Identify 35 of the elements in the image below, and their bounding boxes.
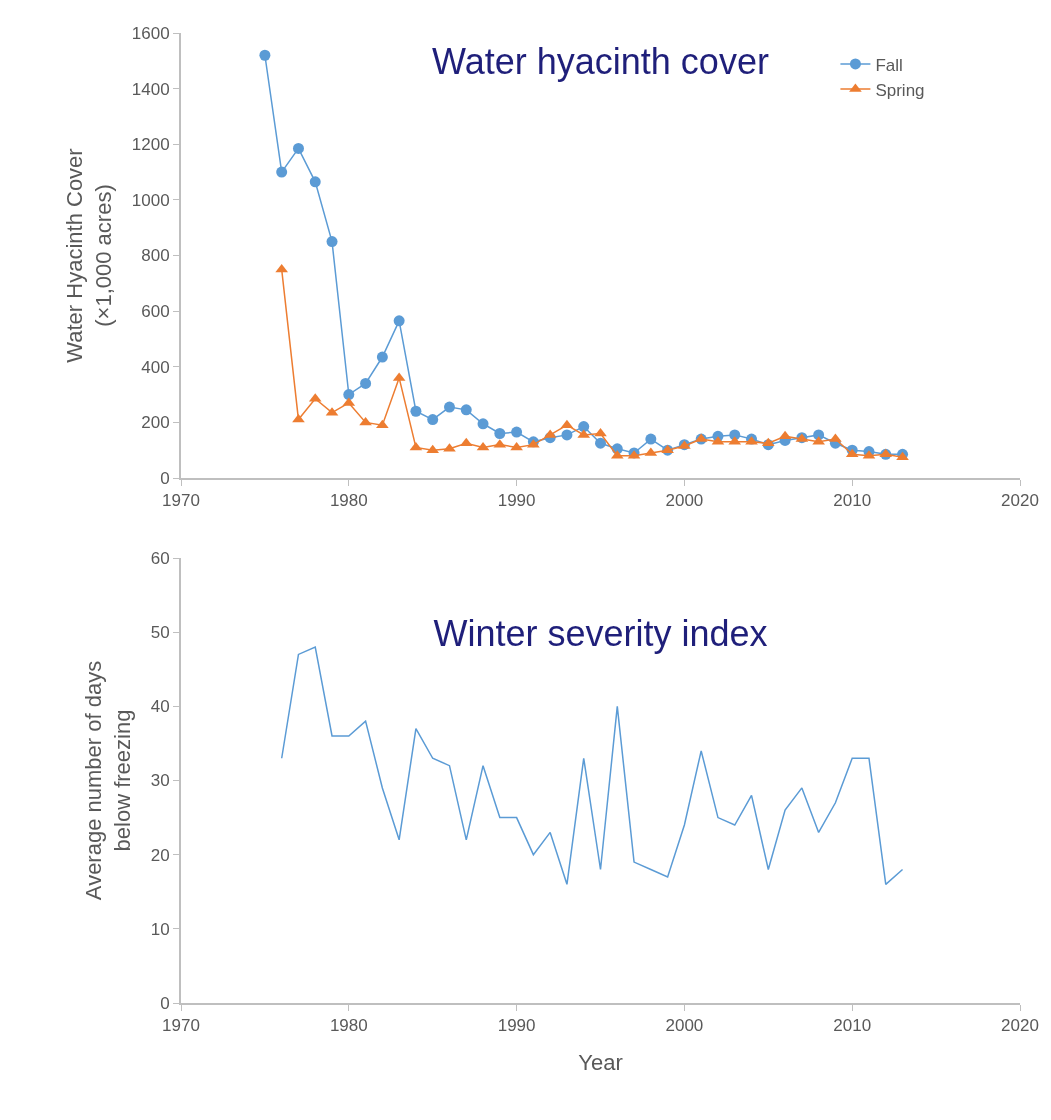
x-tick-label: 1970 [162,491,200,511]
y-tick-label: 50 [150,623,170,643]
y-tick-label: 400 [141,357,170,377]
x-tick-label: 2010 [833,491,872,511]
y-tick-label: 30 [150,771,170,791]
y-tick-label: 20 [150,845,170,865]
x-tick-label: 1990 [497,491,536,511]
y-axis-title: Water Hyacinth Cover (×1,000 acres) [62,148,117,363]
x-tick-label: 1980 [329,491,368,511]
y-tick-label: 0 [160,468,170,488]
y-tick-label: 0 [160,993,170,1013]
x-axis-title: Year [578,1049,623,1075]
x-tick-label: 1980 [329,1016,368,1036]
legend-label: Spring [875,80,925,100]
x-tick-label: 2000 [665,491,704,511]
y-tick-label: 60 [150,548,170,568]
y-tick-label: 1200 [131,135,170,155]
x-tick-label: 1970 [162,1016,200,1036]
x-tick-label: 2000 [665,1016,704,1036]
y-tick-label: 800 [141,246,170,266]
y-tick-label: 200 [141,413,170,433]
y-tick-label: 40 [150,697,170,717]
y-tick-label: 1400 [131,79,170,99]
y-tick-label: 600 [141,302,170,322]
legend-label: Fall [875,55,903,75]
x-tick-label: 2020 [1001,491,1039,511]
chart-title: Water hyacinth cover [432,40,769,82]
y-tick-label: 1000 [131,190,170,210]
y-axis-title: Average number of days below freezing [81,660,135,901]
x-tick-label: 2010 [833,1016,872,1036]
x-tick-label: 2020 [1001,1016,1039,1036]
y-tick-label: 1600 [131,23,170,43]
y-tick-label: 10 [150,919,170,939]
x-tick-label: 1990 [497,1016,536,1036]
text: Winter severity index [433,612,768,654]
